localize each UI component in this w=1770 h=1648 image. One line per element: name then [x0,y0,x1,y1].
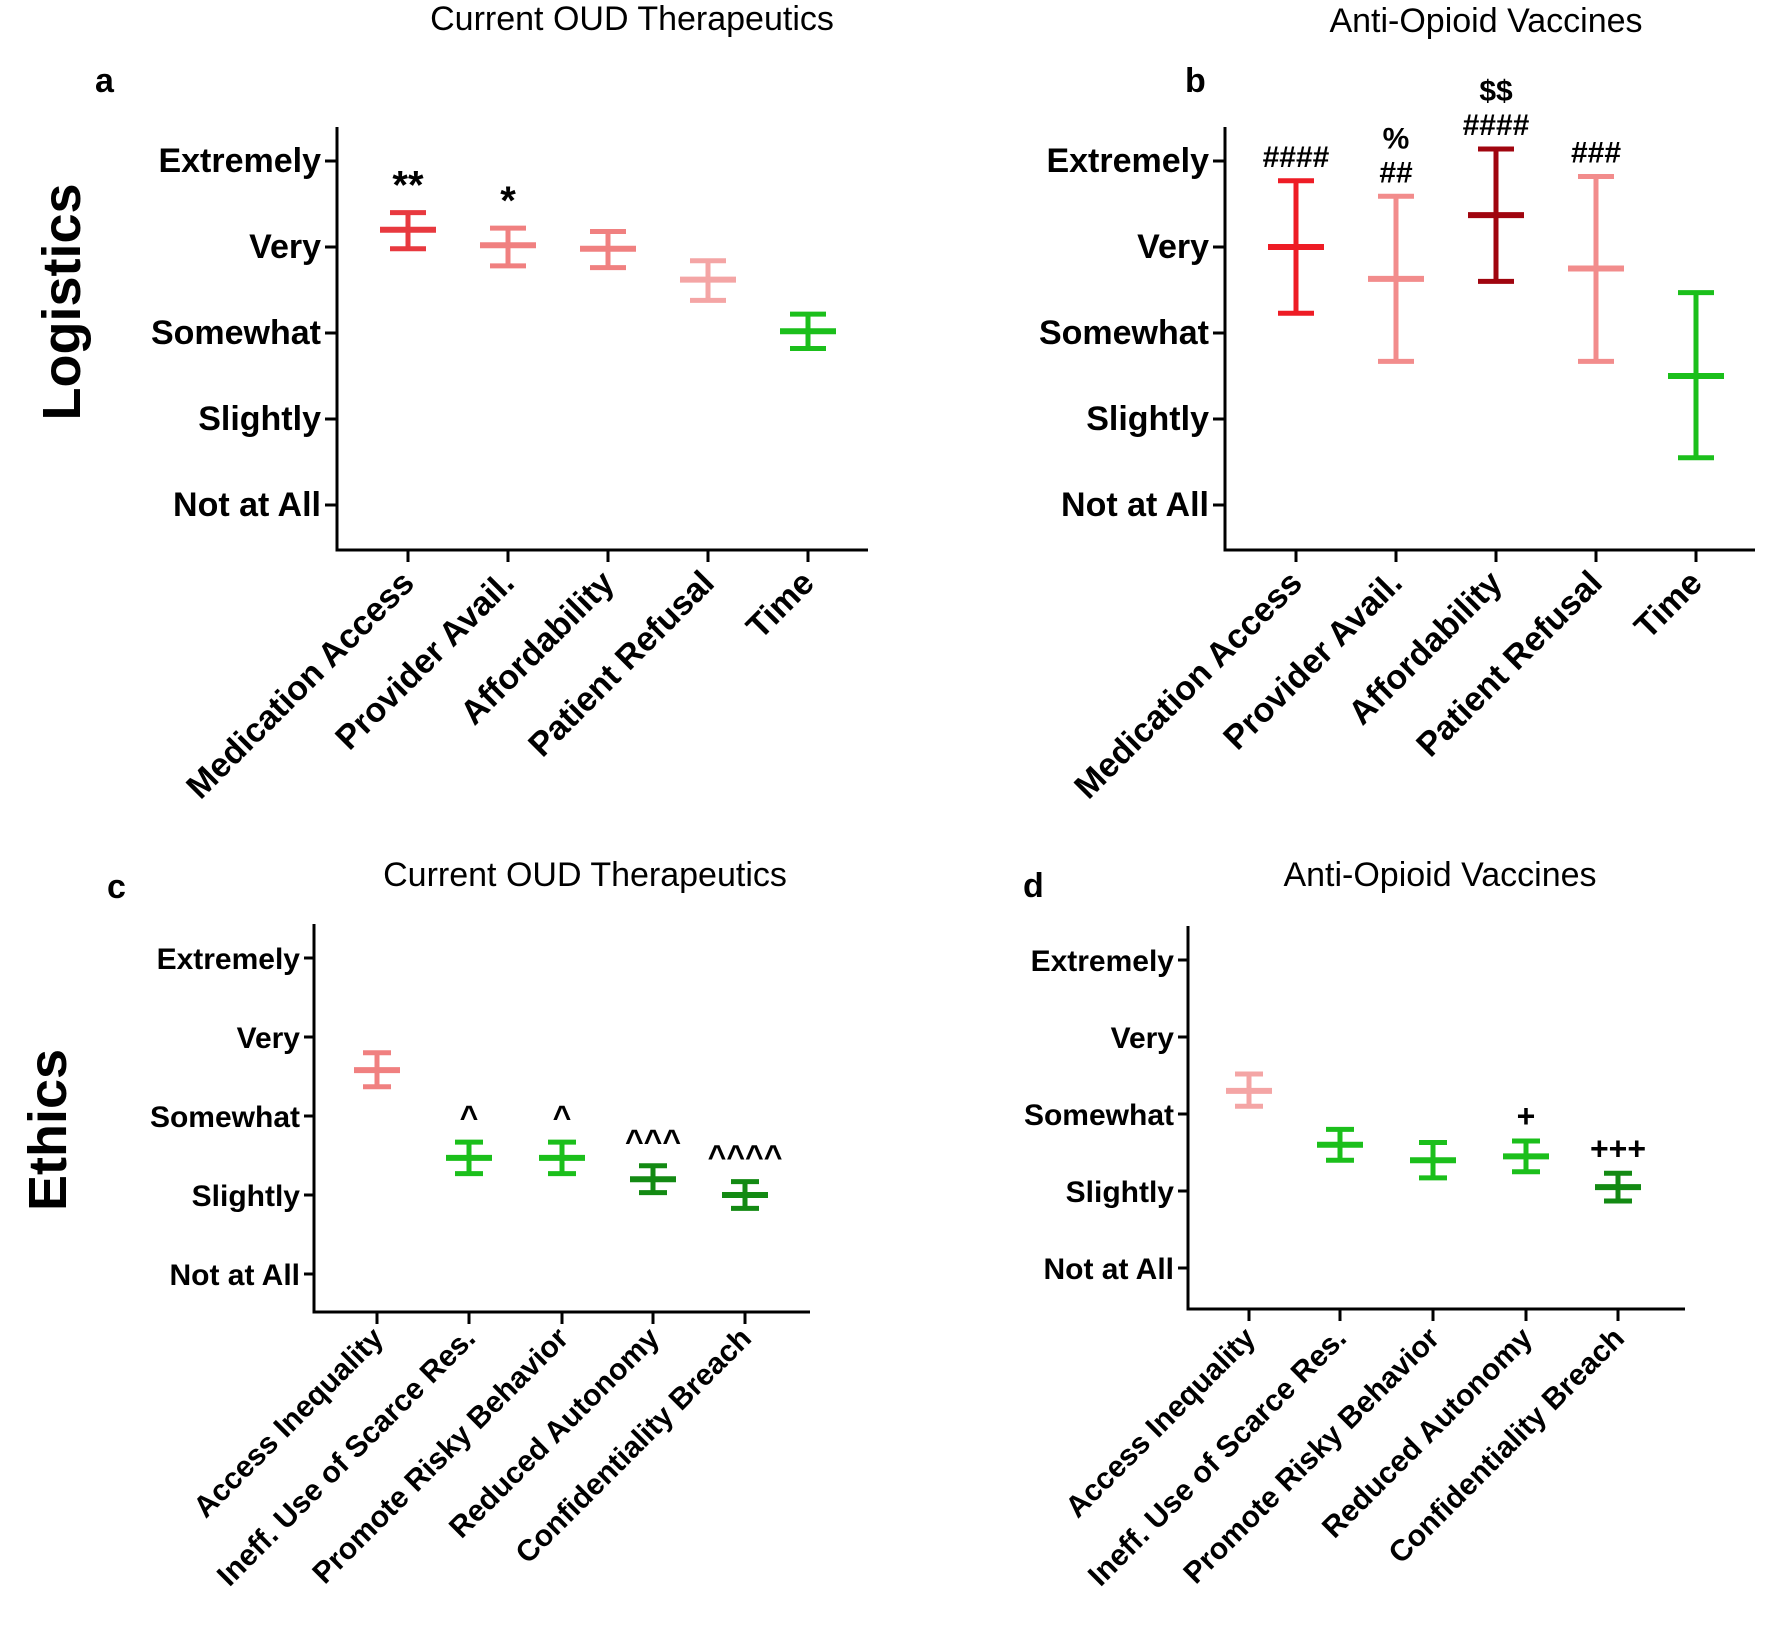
y-tick-label: Very [237,1022,301,1055]
y-tick-label: Somewhat [150,1101,300,1134]
significance-annotation: ### [1571,136,1621,169]
chart-title: Anti-Opioid Vaccines [1283,856,1596,894]
y-tick-label: Not at All [173,486,321,524]
row-label-ethics: Ethics [18,1049,78,1211]
y-tick-label: Slightly [198,400,321,438]
y-tick-label: Very [1111,1022,1175,1055]
significance-annotation: #### [1263,141,1330,174]
x-tick-label-time: Time [1627,564,1710,647]
x-tick-label-provider-avail: Provider Avail. [328,564,521,757]
panel-c: Current OUD Therapeutics c Not at All Sligh… [107,856,810,1593]
y-tick-label: Slightly [1086,400,1209,438]
y-tick-label: Very [1137,228,1209,266]
significance-annotation: ## [1379,156,1413,189]
y-tick-label: Not at All [1043,1253,1174,1286]
panel-b: Anti-Opioid Vaccines b Not at All Slightly S… [1039,2,1755,806]
y-tick-label: Somewhat [1039,314,1209,352]
x-tick-label-patient-refusal: Patient Refusal [1409,564,1610,765]
significance-annotation: * [500,179,516,223]
x-tick-label-patient-refusal: Patient Refusal [521,564,722,765]
chart-title: Current OUD Therapeutics [430,0,834,38]
y-tick-label: Extremely [1031,945,1175,978]
chart-title: Anti-Opioid Vaccines [1329,2,1642,40]
x-tick-label-time: Time [739,564,822,647]
y-tick-label: Not at All [169,1259,300,1292]
panel-letter: a [95,62,115,100]
panel-a: Current OUD Therapeutics a Not at All Sligh… [95,0,868,806]
significance-annotation: ^ [460,1099,479,1135]
y-tick-label: Extremely [158,142,321,180]
significance-annotation: ** [392,164,424,208]
panel-letter: d [1023,867,1044,905]
x-tick-label-provider-avail: Provider Avail. [1216,564,1409,757]
y-tick-label: Somewhat [1024,1099,1174,1132]
y-tick-label: Slightly [1066,1176,1175,1209]
panel-d: Anti-Opioid Vaccines d Not at All Slightly S… [1023,856,1685,1593]
y-tick-label: Extremely [1046,142,1209,180]
row-label-logistics: Logistics [32,183,92,420]
y-tick-label: Very [249,228,321,266]
significance-annotation: #### [1463,109,1530,142]
y-tick-label: Slightly [192,1180,301,1213]
panel-letter: c [107,868,126,906]
significance-annotation: ^ [553,1099,572,1135]
significance-annotation: $$ [1479,75,1513,108]
y-tick-label: Not at All [1061,486,1209,524]
y-tick-label: Somewhat [151,314,321,352]
chart-title: Current OUD Therapeutics [383,856,787,894]
significance-annotation: + [1517,1098,1536,1134]
significance-annotation: % [1383,122,1410,155]
significance-annotation: ^^^^ [708,1139,783,1175]
significance-annotation: +++ [1590,1130,1646,1166]
significance-annotation: ^^^ [625,1123,681,1159]
panel-letter: b [1185,62,1206,100]
y-tick-label: Extremely [157,943,301,976]
